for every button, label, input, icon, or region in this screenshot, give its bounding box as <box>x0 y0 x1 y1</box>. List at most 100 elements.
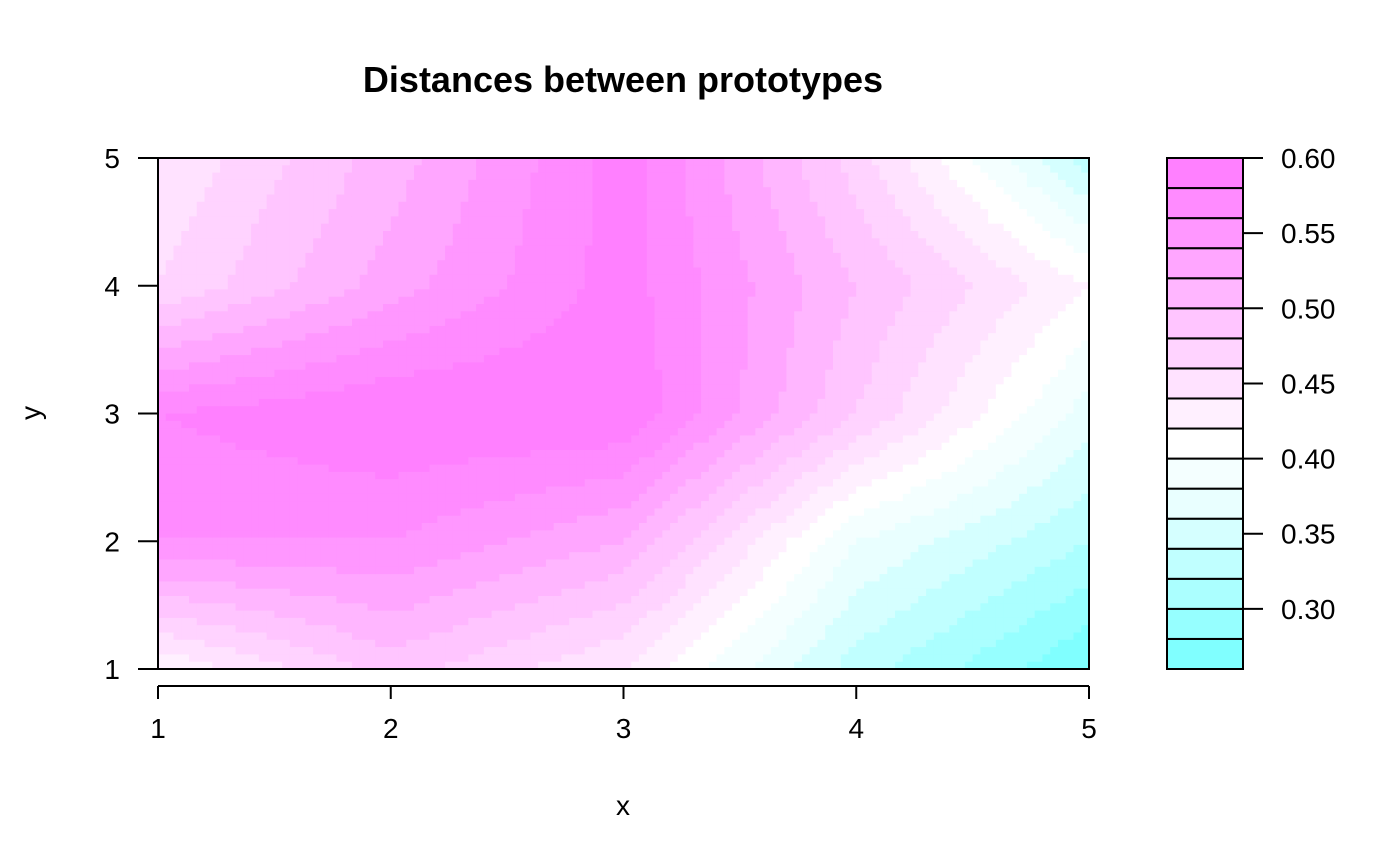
contour-cell <box>452 428 462 436</box>
contour-cell <box>623 420 632 429</box>
contour-cell <box>701 369 710 378</box>
contour-cell <box>266 523 275 531</box>
contour-cell <box>507 493 516 502</box>
contour-cell <box>189 632 198 641</box>
contour-cell <box>220 267 229 276</box>
contour-cell <box>289 406 299 415</box>
contour-cell <box>631 413 640 422</box>
contour-cell <box>600 377 609 385</box>
contour-cell <box>421 391 431 400</box>
contour-cell <box>336 523 345 531</box>
contour-cell <box>196 552 206 561</box>
contour-cell <box>212 457 221 466</box>
contour-cell <box>670 632 679 641</box>
contour-cell <box>545 325 555 334</box>
contour-cell <box>421 450 431 458</box>
contour-cell <box>476 647 485 655</box>
contour-cell <box>662 201 671 210</box>
contour-cell <box>243 515 252 524</box>
contour-cell <box>243 413 252 422</box>
contour-cell <box>615 523 625 531</box>
contour-cell <box>701 493 710 502</box>
contour-cell <box>468 625 477 634</box>
contour-cell <box>274 165 283 174</box>
contour-cell <box>220 450 229 458</box>
contour-cell <box>530 406 539 415</box>
contour-cell <box>538 508 547 517</box>
contour-cell <box>328 333 338 342</box>
contour-cell <box>530 442 539 451</box>
contour-cell <box>375 625 384 634</box>
contour-cell <box>344 201 353 210</box>
contour-cell <box>553 435 563 444</box>
contour-cell <box>701 508 710 517</box>
contour-cell <box>569 639 578 648</box>
contour-cell <box>398 413 407 422</box>
contour-cell <box>196 333 206 342</box>
contour-cell <box>274 552 283 561</box>
contour-cell <box>670 406 679 415</box>
contour-cell <box>367 187 376 196</box>
contour-cell <box>375 252 384 261</box>
contour-cell <box>336 245 345 254</box>
contour-cell <box>375 523 384 531</box>
contour-cell <box>514 493 524 502</box>
contour-cell <box>639 355 648 363</box>
contour-cell <box>406 267 415 276</box>
contour-cell <box>227 369 237 378</box>
contour-cell <box>204 325 213 334</box>
contour-cell <box>468 486 477 495</box>
contour-cell <box>313 610 322 619</box>
contour-cell <box>165 340 175 349</box>
contour-cell <box>584 165 594 174</box>
contour-cell <box>282 450 291 458</box>
contour-cell <box>631 296 640 305</box>
contour-cell <box>305 406 314 415</box>
contour-cell <box>592 391 601 400</box>
contour-cell <box>476 238 485 247</box>
contour-cell <box>158 216 167 225</box>
contour-cell <box>483 252 493 261</box>
contour-cell <box>367 216 376 225</box>
contour-cell <box>258 647 268 655</box>
contour-cell <box>429 603 438 612</box>
contour-cell <box>359 165 369 174</box>
contour-cell <box>227 639 237 648</box>
contour-cell <box>522 238 531 247</box>
contour-cell <box>251 187 260 196</box>
contour-cell <box>406 172 415 181</box>
contour-cell <box>313 544 322 553</box>
contour-cell <box>545 340 555 349</box>
contour-cell <box>600 596 609 604</box>
contour-cell <box>514 610 524 619</box>
contour-cell <box>382 231 392 239</box>
contour-cell <box>243 355 252 363</box>
contour-cell <box>701 165 710 174</box>
contour-cell <box>685 260 694 269</box>
contour-cell <box>576 537 586 546</box>
contour-cell <box>181 391 190 400</box>
contour-cell <box>289 515 299 524</box>
contour-cell <box>165 391 175 400</box>
contour-cell <box>274 471 283 480</box>
contour-cell <box>204 581 213 590</box>
contour-cell <box>545 559 555 568</box>
contour-cell <box>499 304 508 312</box>
contour-cell <box>204 209 213 217</box>
contour-cell <box>530 661 539 669</box>
contour-cell <box>607 566 617 575</box>
contour-cell <box>204 464 213 473</box>
contour-cell <box>181 625 190 634</box>
contour-cell <box>173 508 182 517</box>
contour-cell <box>367 398 376 407</box>
contour-cell <box>359 566 369 575</box>
contour-cell <box>181 245 190 254</box>
contour-cell <box>499 486 508 495</box>
contour-cell <box>313 420 322 429</box>
contour-cell <box>545 347 555 356</box>
contour-cell <box>437 464 446 473</box>
contour-cell <box>351 588 361 597</box>
contour-cell <box>359 158 369 166</box>
contour-cell <box>421 428 431 436</box>
contour-cell <box>359 325 369 334</box>
